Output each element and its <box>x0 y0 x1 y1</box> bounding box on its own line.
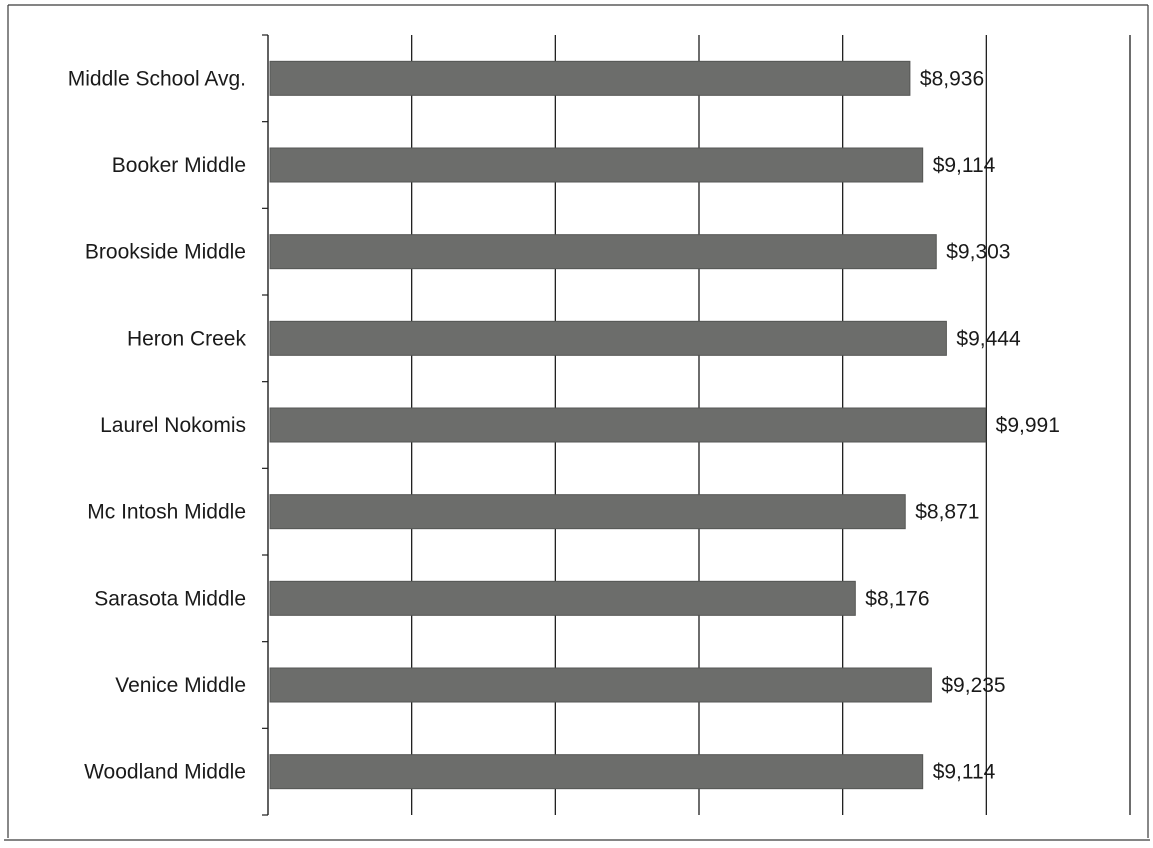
category-label: Heron Creek <box>127 327 247 350</box>
bar-middle-school-avg <box>269 60 911 96</box>
bar-brookside-middle <box>269 234 937 270</box>
bar-venice-middle <box>269 667 932 703</box>
value-label: $9,235 <box>941 674 1005 697</box>
bars <box>269 60 987 790</box>
bar-sarasota-middle <box>269 580 856 616</box>
category-label: Laurel Nokomis <box>100 414 246 437</box>
value-labels: $8,936 $9,114 $9,303 $9,444 $9,991 $8,871 $8,1… <box>865 67 1060 783</box>
category-label: Booker Middle <box>112 154 246 177</box>
value-label: $9,114 <box>933 154 996 177</box>
category-label: Middle School Avg. <box>68 67 246 90</box>
value-label: $8,871 <box>915 501 979 524</box>
category-label: Brookside Middle <box>85 241 246 264</box>
bar-heron-creek <box>269 320 947 356</box>
chart-frame-lines <box>4 4 1150 841</box>
value-label: $9,303 <box>946 241 1010 264</box>
category-labels: Middle School Avg. Booker Middle Brookside… <box>68 67 247 783</box>
value-label: $8,176 <box>865 587 929 610</box>
bar-mc-intosh-middle <box>269 494 906 530</box>
category-label: Woodland Middle <box>84 761 246 784</box>
category-label: Venice Middle <box>115 674 246 697</box>
bar-woodland-middle <box>269 754 924 790</box>
bar-booker-middle <box>269 147 924 183</box>
category-label: Mc Intosh Middle <box>87 501 246 524</box>
bar-laurel-nokomis <box>269 407 987 443</box>
value-label: $9,444 <box>956 327 1021 350</box>
category-axis <box>262 34 269 816</box>
value-label: $9,991 <box>996 414 1060 437</box>
value-label: $8,936 <box>920 67 984 90</box>
value-label: $9,114 <box>933 761 996 784</box>
category-label: Sarasota Middle <box>94 587 246 610</box>
